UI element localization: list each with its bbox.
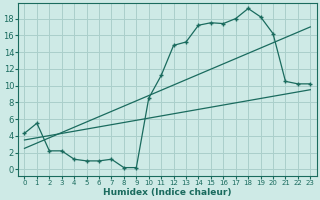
X-axis label: Humidex (Indice chaleur): Humidex (Indice chaleur) [103,188,232,197]
